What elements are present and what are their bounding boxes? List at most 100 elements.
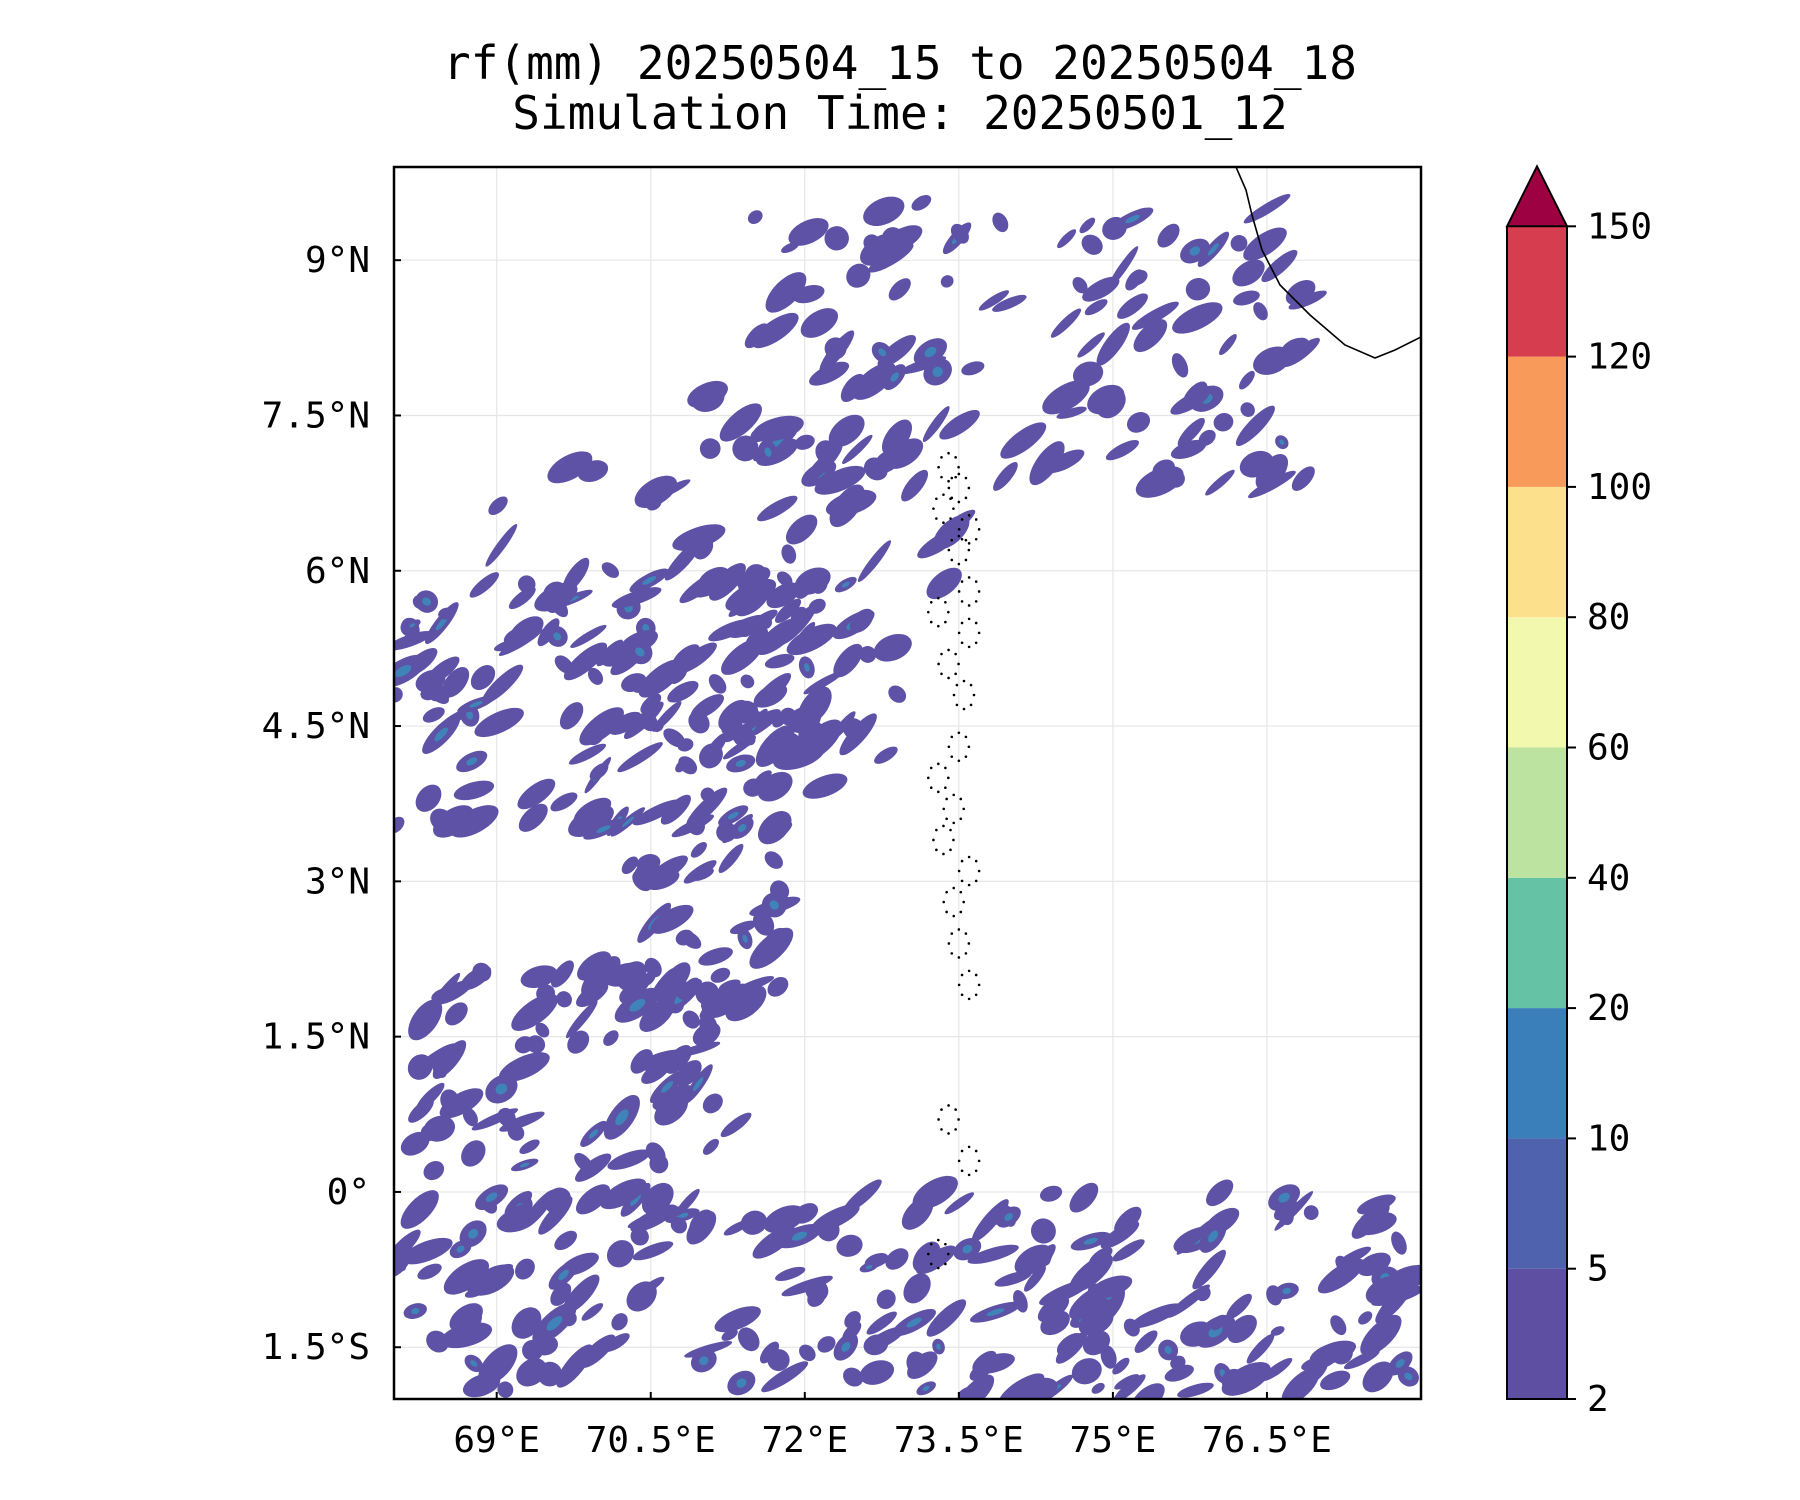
rain-cell xyxy=(603,1333,630,1352)
rain-cell xyxy=(794,434,815,450)
atoll-dot xyxy=(974,641,978,645)
rain-cell xyxy=(1309,1340,1357,1365)
rain-cell xyxy=(461,1140,486,1167)
atoll-dot xyxy=(929,620,933,624)
rain-cell-heavy xyxy=(519,1162,530,1168)
rainfall-field xyxy=(394,193,1421,1399)
rain-cell xyxy=(961,361,985,376)
rain-cell-heavy xyxy=(630,1193,641,1206)
rain-cell xyxy=(671,644,700,670)
rain-cell-heavy xyxy=(676,1212,689,1219)
atoll-dot xyxy=(964,558,968,562)
rain-cell-heavy xyxy=(878,348,887,357)
rain-cell xyxy=(888,278,911,301)
atoll-dot xyxy=(957,983,961,987)
atoll-dot xyxy=(974,973,978,977)
rain-cell xyxy=(788,218,829,246)
rain-cell xyxy=(1246,1333,1275,1364)
atoll-dot xyxy=(952,507,955,510)
rain-cell xyxy=(579,1334,616,1369)
rain-cell-heavy xyxy=(553,632,562,641)
rain-cell xyxy=(632,799,681,826)
rain-cell xyxy=(470,665,496,691)
rain-cell xyxy=(751,312,799,349)
rain-cell xyxy=(1213,412,1234,432)
atoll-dot xyxy=(960,518,964,521)
x-tick-label: 76.5°E xyxy=(1202,1420,1332,1461)
rain-cell-heavy xyxy=(986,1308,1005,1317)
rain-cell xyxy=(675,1188,700,1217)
rain-cell xyxy=(829,484,865,528)
rain-cell xyxy=(517,575,536,593)
rain-cell xyxy=(886,438,924,469)
atoll-dot xyxy=(967,855,971,859)
atoll-dot xyxy=(969,703,973,707)
rain-cell xyxy=(1177,1382,1214,1398)
rain-cell xyxy=(690,842,707,858)
atoll-dot xyxy=(967,942,971,945)
colorbar-label: 80 xyxy=(1587,597,1630,638)
rain-cell xyxy=(842,1179,882,1214)
rain-cell xyxy=(1100,1345,1117,1369)
atoll-dot xyxy=(947,648,950,652)
colorbar-label: 2 xyxy=(1587,1379,1609,1420)
rain-cell xyxy=(798,686,832,726)
rain-cell xyxy=(550,792,578,812)
rain-cell xyxy=(1056,406,1087,419)
atoll-dot xyxy=(949,517,952,520)
rain-cell xyxy=(654,479,691,500)
y-tick-label: 6°N xyxy=(305,551,370,592)
rain-cell xyxy=(570,624,607,648)
rain-cell xyxy=(1030,1218,1056,1244)
rain-cell-heavy xyxy=(642,576,657,585)
rain-cell xyxy=(763,1205,806,1234)
colorbar-segment xyxy=(1507,877,1567,1009)
rain-cell xyxy=(670,1217,688,1234)
rain-cell xyxy=(1362,1361,1394,1393)
rain-cell xyxy=(978,290,1010,311)
rain-cell xyxy=(702,1138,719,1155)
atoll-dot xyxy=(950,952,954,955)
rain-cell xyxy=(755,725,795,767)
atoll-dot xyxy=(954,1128,957,1131)
rain-cell xyxy=(611,587,662,609)
rain-cell xyxy=(721,718,743,737)
rain-cell-heavy xyxy=(1164,1345,1172,1355)
atoll-dot xyxy=(959,910,963,914)
rain-cell xyxy=(493,638,524,652)
rain-cell xyxy=(1024,1265,1046,1292)
atoll-dot xyxy=(944,620,947,624)
rain-cell xyxy=(842,717,866,741)
rain-cell xyxy=(950,223,969,244)
atoll-dot xyxy=(960,1149,964,1153)
rain-cell xyxy=(1281,337,1310,356)
rain-cell-heavy xyxy=(841,1341,851,1352)
atoll-dot xyxy=(942,824,945,828)
atoll-dot xyxy=(950,538,954,542)
rain-cell xyxy=(781,544,797,564)
rain-cell xyxy=(786,623,837,656)
colorbar-frame xyxy=(1506,226,1568,1400)
rain-cell-heavy xyxy=(841,581,850,588)
colorbar-segment xyxy=(1507,617,1567,748)
atoll-dot xyxy=(942,521,945,524)
rain-cell xyxy=(817,1336,836,1353)
atoll-dot xyxy=(947,942,951,945)
atoll-dot xyxy=(977,869,981,873)
rain-cell xyxy=(922,406,950,442)
rain-cell xyxy=(424,656,460,686)
colorbar-segment xyxy=(1507,1138,1567,1269)
rain-cell xyxy=(1253,302,1268,321)
rain-cell xyxy=(957,1385,983,1399)
rain-cell xyxy=(849,608,874,633)
rain-cell xyxy=(876,1289,896,1310)
rain-cell xyxy=(619,984,642,1004)
rain-cell-heavy xyxy=(769,900,779,910)
rain-cell xyxy=(735,571,757,594)
rain-cell xyxy=(1164,1364,1194,1382)
rain-cell xyxy=(935,509,976,540)
atoll-dot xyxy=(960,641,964,645)
atoll-dot xyxy=(947,745,951,749)
rain-cell xyxy=(423,1160,445,1181)
rain-cell xyxy=(774,598,802,623)
